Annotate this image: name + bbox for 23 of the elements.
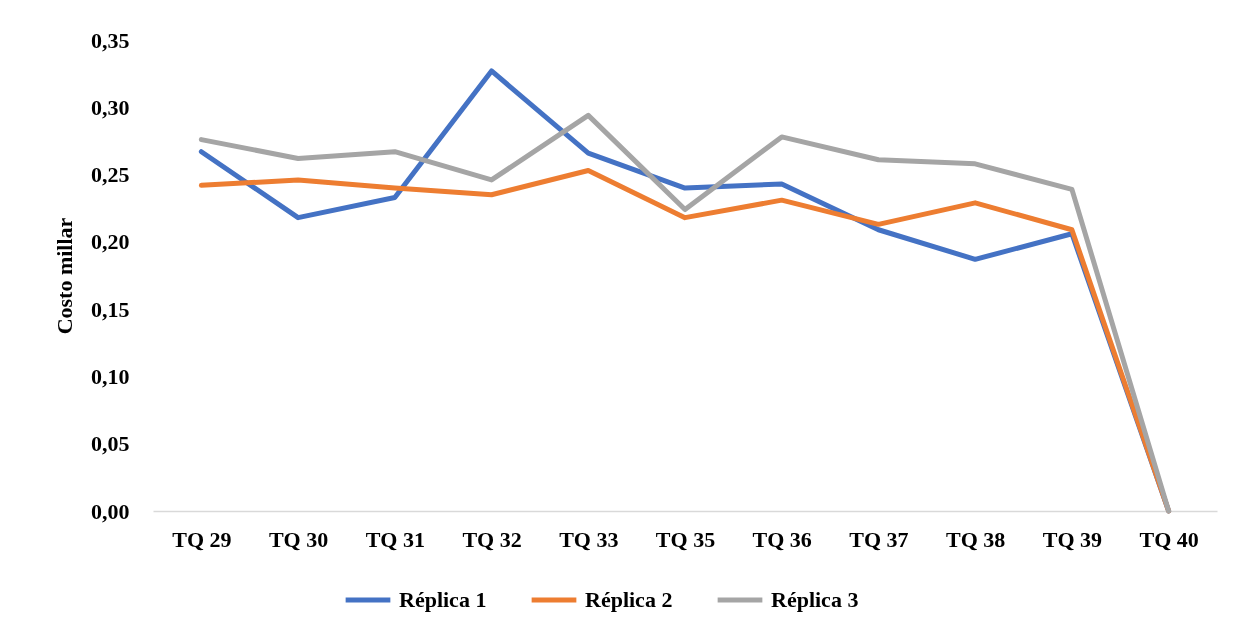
y-tick-label: 0,05: [91, 431, 130, 457]
legend-label: Réplica 3: [771, 587, 859, 612]
y-tick-label: 0,10: [91, 363, 130, 389]
y-tick-label: 0,15: [91, 296, 130, 322]
x-tick-label: TQ 31: [365, 526, 425, 552]
y-tick-label: 0,30: [91, 94, 130, 120]
y-tick-label: 0,20: [91, 229, 130, 255]
y-tick-label: 0,25: [91, 162, 130, 188]
legend-label: Réplica 1: [399, 587, 487, 612]
x-tick-label: TQ 36: [752, 526, 812, 552]
legend-label: Réplica 2: [585, 587, 673, 612]
x-tick-label: TQ 29: [172, 526, 232, 552]
x-tick-label: TQ 35: [655, 526, 716, 552]
x-tick-label: TQ 37: [849, 526, 909, 552]
y-axis-title: Costo millar: [52, 217, 77, 335]
y-tick-label: 0,35: [91, 27, 130, 53]
x-tick-label: TQ 40: [1139, 526, 1199, 552]
x-tick-label: TQ 39: [1042, 526, 1103, 552]
x-tick-label: TQ 38: [946, 526, 1006, 552]
x-tick-label: TQ 33: [559, 526, 619, 552]
x-tick-label: TQ 32: [462, 526, 522, 552]
x-tick-label: TQ 30: [268, 526, 329, 552]
y-tick-label: 0,00: [91, 498, 130, 524]
